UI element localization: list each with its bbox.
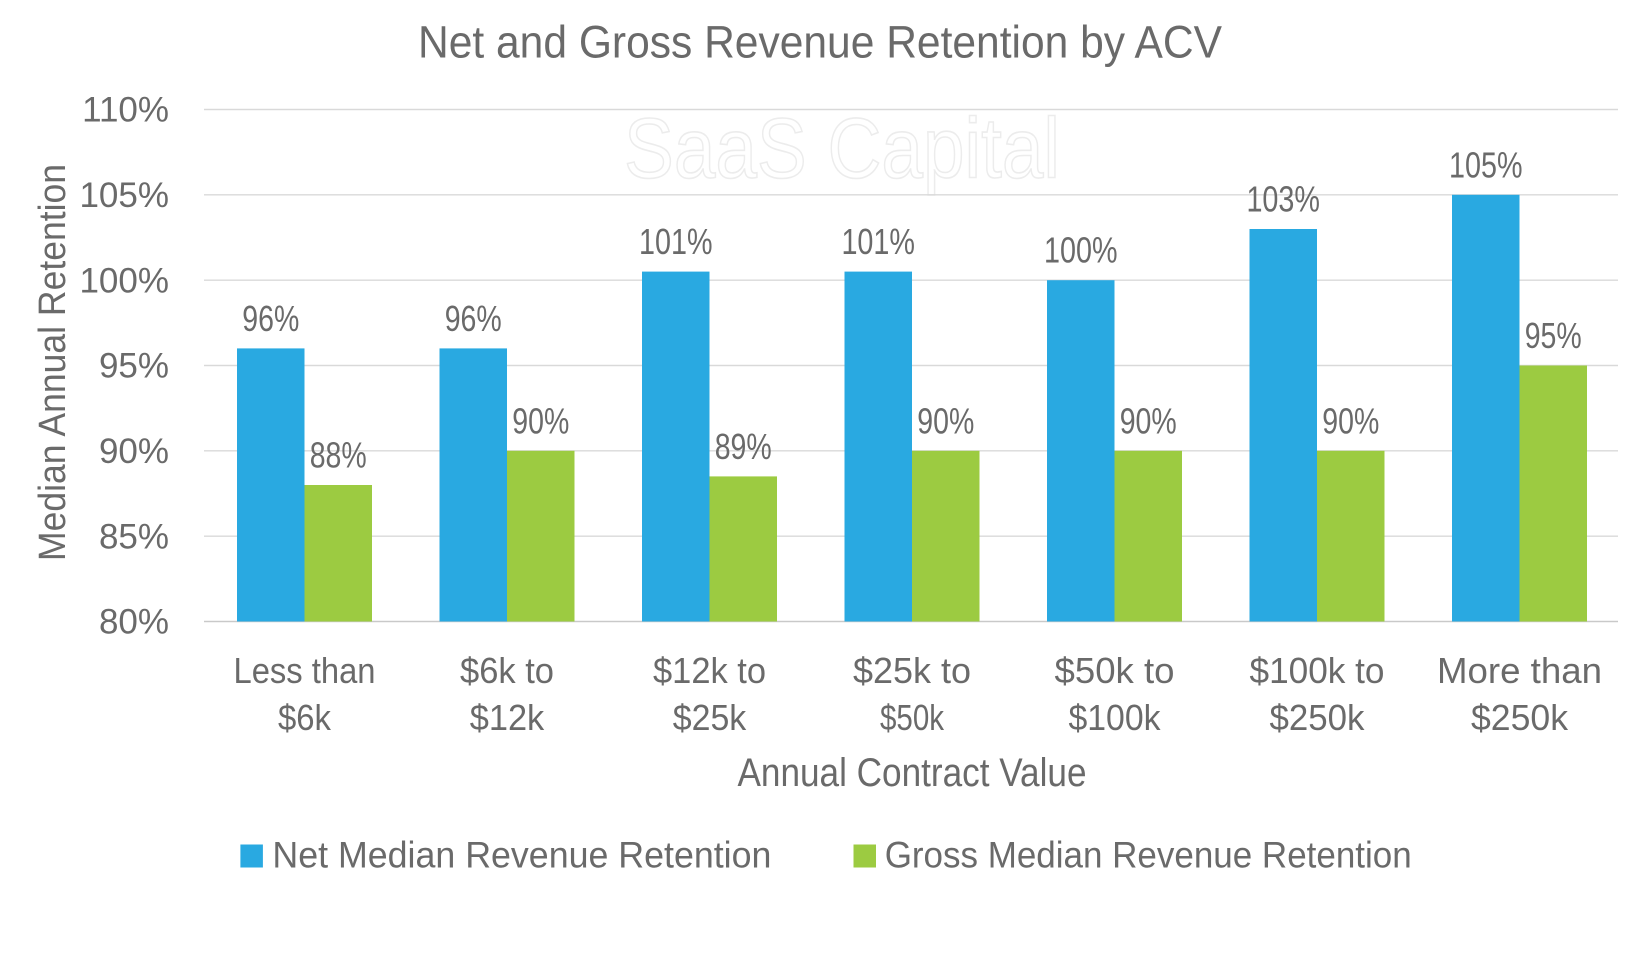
svg-text:$25k to: $25k to bbox=[853, 650, 971, 691]
svg-text:103%: 103% bbox=[1246, 179, 1320, 220]
svg-text:105%: 105% bbox=[1449, 144, 1523, 185]
svg-text:90%: 90% bbox=[917, 400, 974, 441]
svg-text:$100k: $100k bbox=[1069, 697, 1162, 738]
svg-text:More than: More than bbox=[1437, 650, 1602, 691]
svg-text:Median Annual Retention: Median Annual Retention bbox=[32, 164, 74, 561]
svg-text:$12k: $12k bbox=[470, 697, 545, 738]
svg-text:100%: 100% bbox=[1044, 230, 1118, 271]
svg-text:101%: 101% bbox=[841, 221, 915, 262]
svg-text:88%: 88% bbox=[310, 435, 367, 476]
svg-text:$6k to: $6k to bbox=[460, 650, 554, 691]
svg-text:$250k: $250k bbox=[1471, 697, 1569, 738]
svg-text:Less than: Less than bbox=[234, 650, 376, 691]
svg-text:100%: 100% bbox=[79, 261, 169, 300]
svg-text:$100k to: $100k to bbox=[1250, 650, 1385, 691]
svg-text:90%: 90% bbox=[512, 400, 569, 441]
svg-text:89%: 89% bbox=[715, 426, 772, 467]
svg-text:85%: 85% bbox=[99, 517, 169, 556]
svg-text:90%: 90% bbox=[99, 432, 169, 471]
svg-text:$50k to: $50k to bbox=[1055, 650, 1175, 691]
svg-text:110%: 110% bbox=[82, 91, 169, 130]
svg-text:$250k: $250k bbox=[1270, 697, 1366, 738]
svg-text:Annual Contract Value: Annual Contract Value bbox=[738, 751, 1087, 795]
svg-text:$25k: $25k bbox=[673, 697, 747, 738]
svg-text:96%: 96% bbox=[445, 298, 502, 339]
svg-text:Net and Gross Revenue Retentio: Net and Gross Revenue Retention by ACV bbox=[418, 17, 1222, 68]
svg-text:Gross Median Revenue Retention: Gross Median Revenue Retention bbox=[885, 835, 1412, 876]
svg-text:90%: 90% bbox=[1120, 400, 1177, 441]
svg-text:96%: 96% bbox=[242, 298, 299, 339]
svg-text:$6k: $6k bbox=[278, 697, 332, 738]
svg-text:101%: 101% bbox=[639, 221, 713, 262]
svg-text:90%: 90% bbox=[1322, 400, 1379, 441]
svg-text:$50k: $50k bbox=[880, 697, 945, 738]
svg-text:105%: 105% bbox=[79, 176, 169, 215]
svg-text:$12k to: $12k to bbox=[653, 650, 766, 691]
svg-text:Net Median Revenue Retention: Net Median Revenue Retention bbox=[272, 835, 771, 876]
svg-text:95%: 95% bbox=[99, 347, 169, 386]
svg-text:SaaS Capital: SaaS Capital bbox=[624, 102, 1060, 197]
svg-text:95%: 95% bbox=[1525, 315, 1582, 356]
svg-text:80%: 80% bbox=[99, 603, 169, 642]
